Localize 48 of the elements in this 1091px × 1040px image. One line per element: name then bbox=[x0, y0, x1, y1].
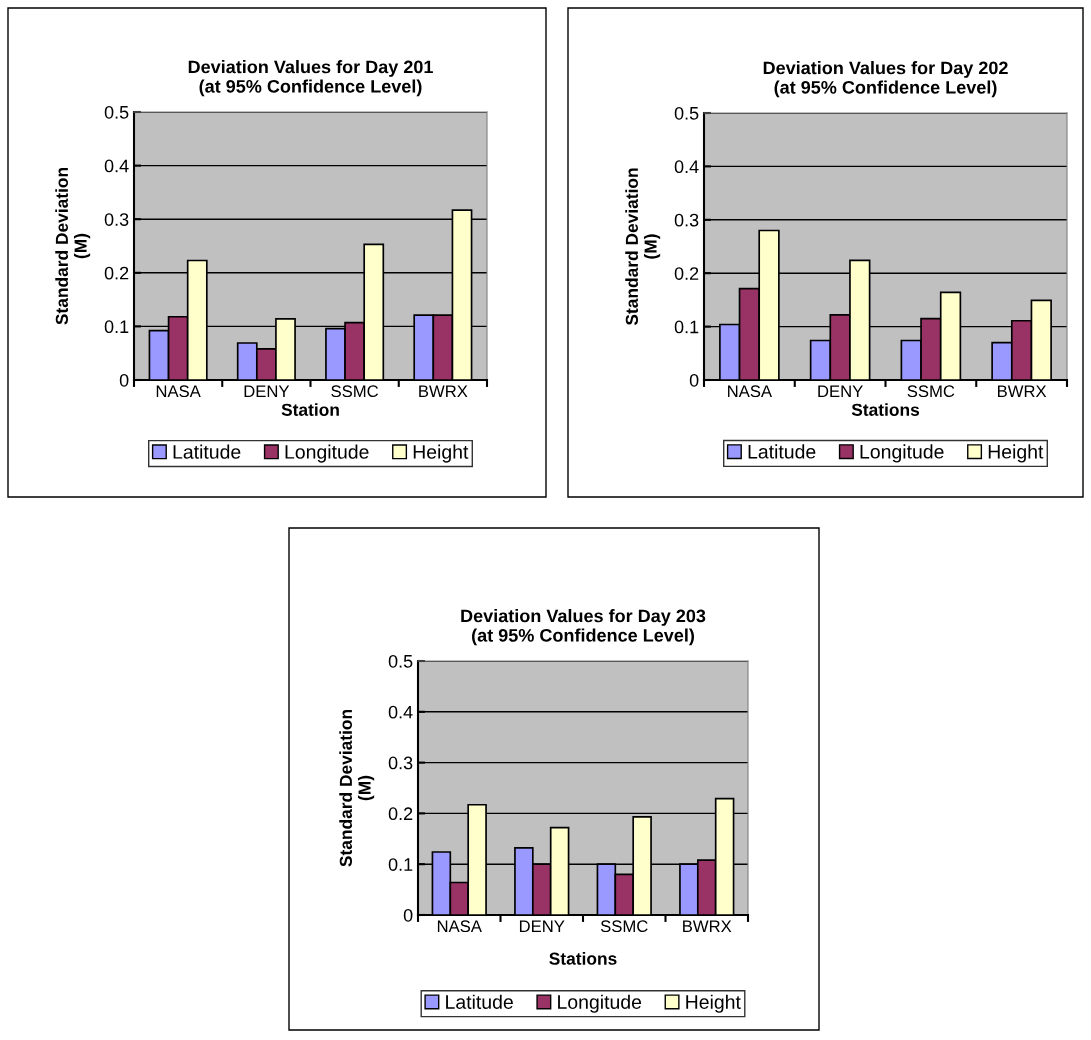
y-tick-label: 0.3 bbox=[674, 213, 699, 227]
legend-label: Latitude bbox=[748, 444, 816, 459]
x-tick-label: BWRX bbox=[419, 385, 468, 397]
y-axis-title: Standard Deviation (M) bbox=[55, 167, 91, 325]
y-tick-label: 0.2 bbox=[674, 267, 699, 280]
legend-label: Longitude bbox=[285, 444, 369, 463]
y-axis-title: Standard Deviation (M) bbox=[625, 168, 661, 326]
legend-label: Height bbox=[413, 444, 469, 463]
y-tick-label: 0.4 bbox=[388, 705, 413, 719]
y-tick-label: 0.3 bbox=[388, 756, 413, 770]
y-tick-label: 0.5 bbox=[674, 106, 699, 120]
legend-label: Longitude bbox=[558, 994, 642, 1013]
y-tick-label: 0.1 bbox=[104, 320, 129, 334]
x-tick-label: NASA bbox=[156, 385, 201, 398]
y-tick-label: 0.4 bbox=[104, 159, 129, 173]
x-axis-title: Station bbox=[281, 403, 339, 416]
y-tick-label: 0.4 bbox=[674, 160, 699, 174]
y-tick-label: 0.1 bbox=[674, 320, 699, 334]
y-tick-label: 0.2 bbox=[104, 266, 129, 280]
x-tick-label: NASA bbox=[437, 920, 482, 933]
y-tick-label: 0 bbox=[119, 373, 129, 387]
y-tick-label: 0.5 bbox=[388, 654, 413, 668]
x-tick-label: DENY bbox=[818, 385, 863, 397]
x-tick-label: BWRX bbox=[997, 385, 1047, 397]
x-tick-label: DENY bbox=[519, 920, 565, 932]
legend-label: Longitude bbox=[860, 444, 944, 463]
legend-label: Height bbox=[686, 994, 741, 1013]
legend-label: Height bbox=[988, 444, 1044, 463]
legend-label: Latitude bbox=[173, 444, 241, 459]
chart-title: Deviation Values for Day 203 (at 95% Confidence Level) bbox=[461, 609, 706, 646]
legend-label: Latitude bbox=[446, 994, 513, 1009]
x-tick-label: SSMC bbox=[600, 920, 648, 933]
x-tick-label: SSMC bbox=[331, 385, 379, 398]
y-tick-label: 0 bbox=[403, 908, 413, 922]
x-tick-label: DENY bbox=[244, 385, 290, 397]
x-tick-label: BWRX bbox=[683, 920, 732, 932]
y-tick-label: 0.3 bbox=[104, 213, 129, 226]
x-tick-label: SSMC bbox=[907, 385, 955, 398]
y-axis-title: Standard Deviation (M) bbox=[339, 709, 375, 867]
chart-title: Deviation Values for Day 202 (at 95% Confidence Level) bbox=[763, 61, 1008, 98]
y-tick-label: 0.2 bbox=[388, 807, 413, 821]
y-tick-label: 0.5 bbox=[104, 105, 129, 119]
x-axis-title: Stations bbox=[851, 403, 920, 416]
y-tick-label: 0 bbox=[689, 373, 699, 387]
y-tick-label: 0.1 bbox=[388, 858, 413, 871]
x-axis-title: Stations bbox=[549, 952, 617, 965]
x-tick-label: NASA bbox=[728, 385, 773, 398]
chart-title: Deviation Values for Day 201 (at 95% Confidence Level) bbox=[188, 60, 433, 97]
